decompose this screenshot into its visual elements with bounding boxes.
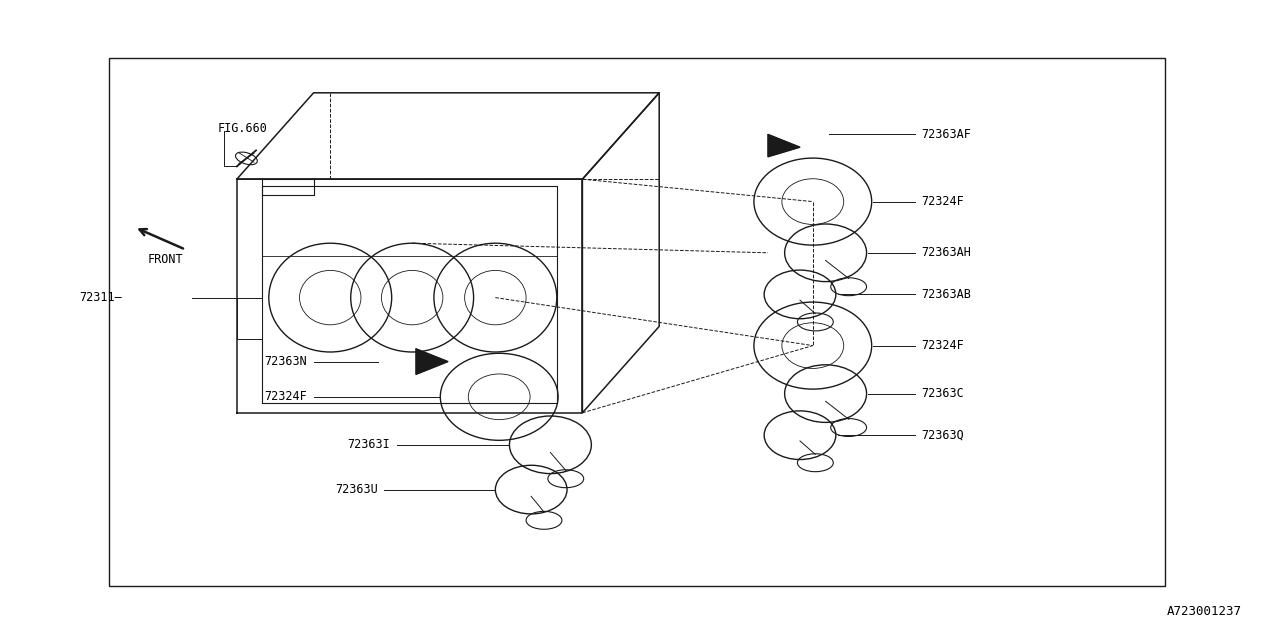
- Text: 72363U: 72363U: [335, 483, 378, 496]
- Text: 72363Q: 72363Q: [922, 429, 964, 442]
- Text: 72324F: 72324F: [265, 390, 307, 403]
- Text: 72363AH: 72363AH: [922, 246, 972, 259]
- Text: FIG.660: FIG.660: [218, 122, 268, 134]
- Text: 72311—: 72311—: [79, 291, 122, 304]
- Text: A723001237: A723001237: [1166, 605, 1242, 618]
- Text: FRONT: FRONT: [147, 253, 183, 266]
- Bar: [237, 298, 262, 339]
- Bar: [109, 58, 1165, 586]
- Text: 72363C: 72363C: [922, 387, 964, 400]
- Text: 72324F: 72324F: [922, 195, 964, 208]
- Text: 72324F: 72324F: [922, 339, 964, 352]
- Polygon shape: [768, 134, 800, 157]
- Text: 72363N: 72363N: [265, 355, 307, 368]
- Text: 72363AF: 72363AF: [922, 128, 972, 141]
- Text: 72363I: 72363I: [348, 438, 390, 451]
- Text: 72363AB: 72363AB: [922, 288, 972, 301]
- Polygon shape: [416, 349, 448, 374]
